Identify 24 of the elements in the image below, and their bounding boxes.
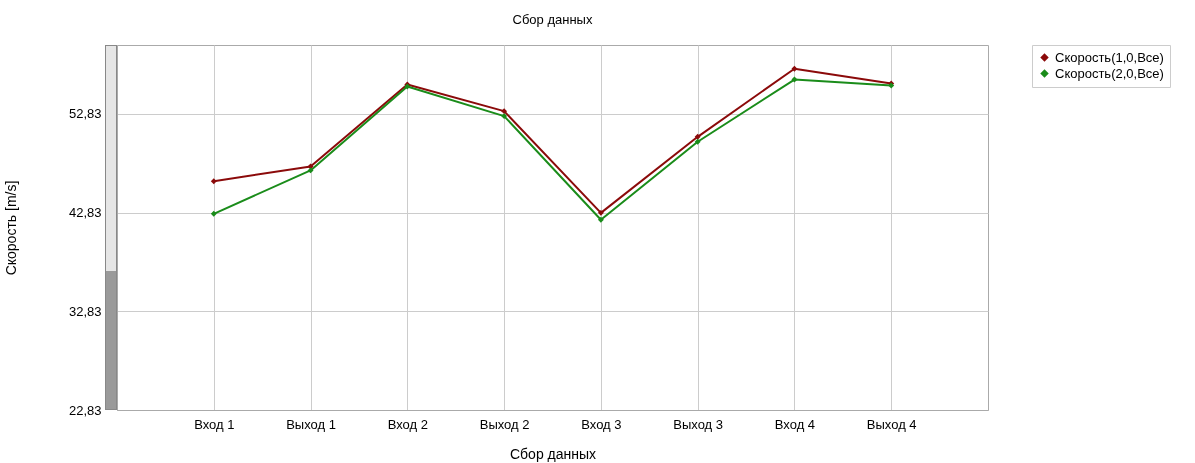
point <box>307 167 314 174</box>
legend-label: Скорость(1,0,Все) <box>1055 49 1164 65</box>
point <box>694 133 701 140</box>
point <box>597 209 604 216</box>
point <box>210 210 217 217</box>
x-tick-label: Выход 4 <box>866 416 917 432</box>
x-axis-title: Сбор данных <box>509 445 597 462</box>
y-tick-label: 32,83 <box>68 303 102 319</box>
y-tick-label: 42,83 <box>68 205 102 221</box>
x-tick-label: Выход 2 <box>479 416 530 432</box>
y-tick-label: 52,83 <box>68 106 102 122</box>
legend-label: Скорость(2,0,Все) <box>1055 65 1164 81</box>
point <box>597 216 604 223</box>
y-tick-label: 22,83 <box>68 402 102 418</box>
x-tick-label: Вход 2 <box>387 416 428 432</box>
chart-title: Сбор данных <box>512 11 593 27</box>
x-tick-label: Вход 1 <box>194 416 235 432</box>
x-tick-label: Вход 3 <box>581 416 622 432</box>
x-tick-label: Выход 1 <box>286 416 336 432</box>
point <box>694 138 701 145</box>
y-axis-title: Скорость [m/s] <box>2 180 19 276</box>
point <box>791 65 798 72</box>
x-tick-label: Выход 3 <box>673 416 724 432</box>
x-tick-label: Вход 4 <box>774 416 816 432</box>
